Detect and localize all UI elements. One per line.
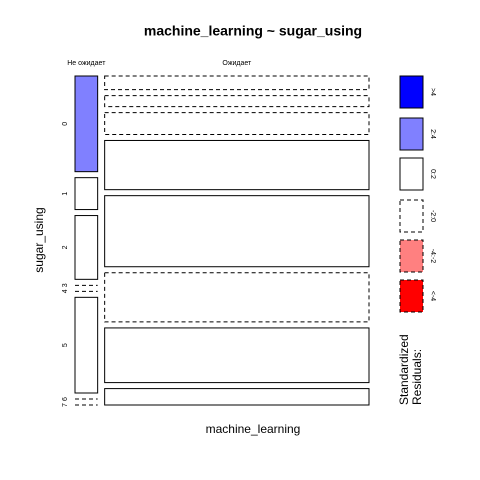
- mosaic-cell: [104, 272, 370, 323]
- legend-label: 2:4: [429, 129, 436, 139]
- column-label: Ожидает: [222, 60, 252, 67]
- row-label: 1: [62, 192, 69, 196]
- chart-title: machine_learning ~ sugar_using: [144, 23, 362, 39]
- legend-label: <-4: [429, 291, 436, 301]
- legend-swatch: [399, 157, 424, 191]
- mosaic-cell: [104, 112, 370, 135]
- legend-swatch: [399, 279, 424, 313]
- mosaic-cell: [104, 195, 370, 268]
- row-label: 3: [62, 283, 69, 287]
- mosaic-cell: [74, 296, 99, 394]
- x-axis-label: machine_learning: [206, 422, 301, 436]
- mosaic-cell: [104, 388, 370, 406]
- row-label: 7: [62, 403, 69, 407]
- row-label: 5: [62, 343, 69, 347]
- legend-label: -2:0: [429, 210, 436, 222]
- mosaic-cell: [104, 95, 370, 108]
- legend-swatch: [399, 239, 424, 273]
- legend-title: Residuals:: [410, 349, 424, 405]
- mosaic-cell: [104, 75, 370, 91]
- mosaic-cell: [74, 177, 99, 211]
- row-label: 4: [62, 289, 69, 293]
- mosaic-cell: [74, 75, 99, 173]
- y-axis-label: sugar_using: [32, 207, 46, 272]
- mosaic-cell: [104, 327, 370, 384]
- legend-label: >4: [429, 88, 436, 96]
- row-label: 2: [62, 245, 69, 249]
- mosaic-cell: [74, 215, 99, 280]
- legend-swatch: [399, 117, 424, 151]
- row-label: 6: [62, 397, 69, 401]
- legend-title: Standardized: [397, 334, 411, 405]
- mosaic-cell: [104, 139, 370, 191]
- legend-label: -4:-2: [429, 249, 436, 264]
- legend-swatch: [399, 75, 424, 109]
- column-label: Не ожидает: [67, 60, 106, 67]
- legend-swatch: [399, 199, 424, 233]
- row-label: 0: [62, 122, 69, 126]
- legend-label: 0:2: [429, 169, 436, 179]
